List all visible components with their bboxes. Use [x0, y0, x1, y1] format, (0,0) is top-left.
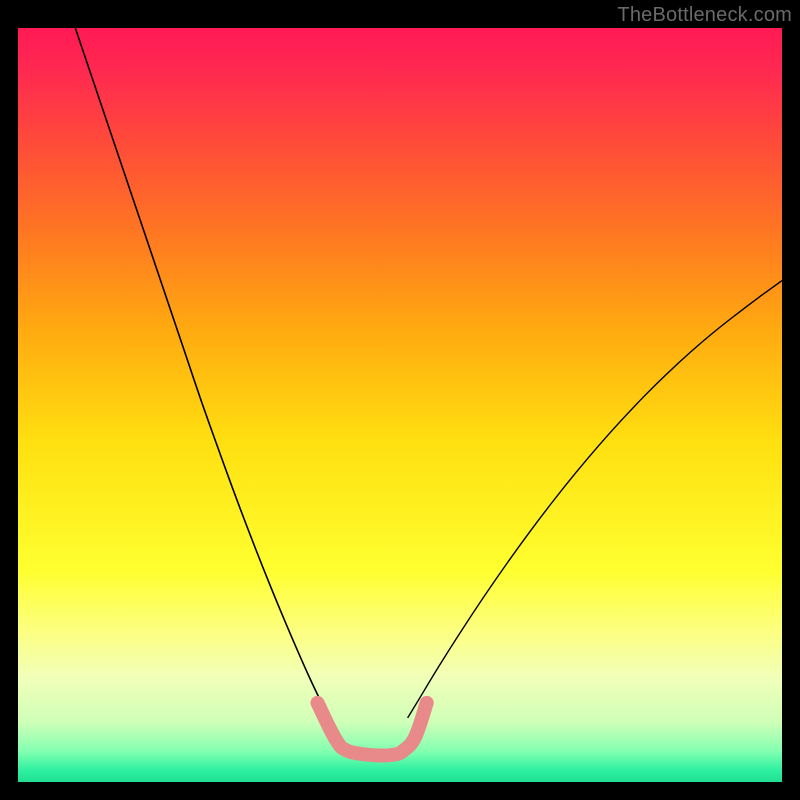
chart-plot-area	[18, 28, 782, 782]
chart-svg	[18, 28, 782, 782]
chart-background	[18, 28, 782, 782]
watermark-text: TheBottleneck.com	[617, 4, 792, 27]
